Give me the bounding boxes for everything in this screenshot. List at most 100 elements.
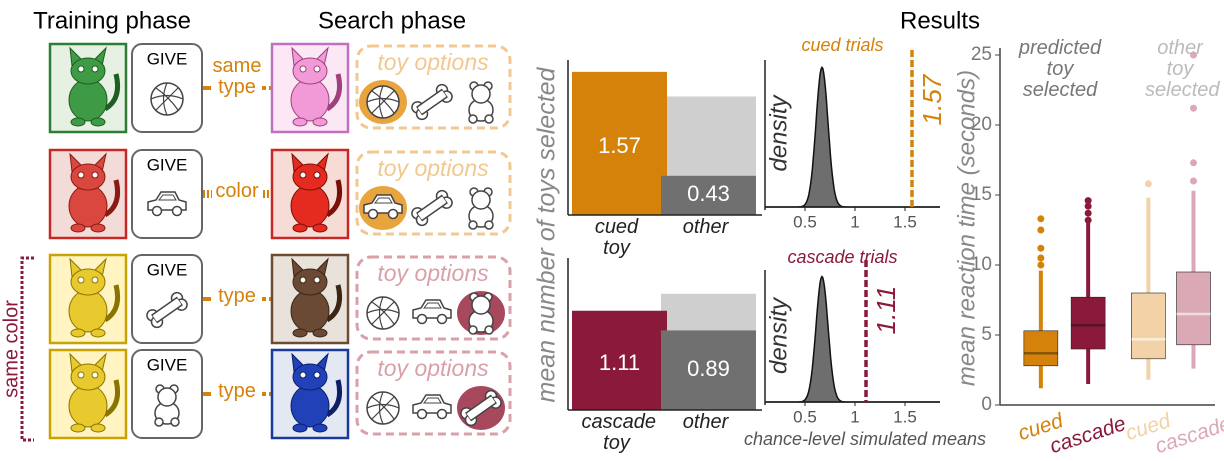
x-tick-label-box: cued toy	[595, 217, 638, 259]
character-tail	[325, 179, 343, 218]
toy-car	[363, 194, 403, 220]
x-tick-label: other	[682, 217, 729, 238]
x-tick-label: 1	[850, 212, 859, 231]
x-axis-label: chance-level simulated means	[744, 429, 986, 449]
ball-seam	[371, 90, 395, 114]
character-body	[68, 184, 108, 228]
character-tail	[103, 379, 121, 418]
x-tick-label: 1	[850, 407, 859, 426]
outlier	[1190, 177, 1197, 185]
character-foot	[70, 117, 86, 127]
annotation: predicted toy selected	[1018, 38, 1102, 101]
character-head	[70, 363, 106, 391]
ball-seam	[378, 296, 384, 330]
options-label: toy options	[377, 49, 489, 75]
bone	[460, 389, 502, 427]
bar-value-label: 0.89	[687, 356, 730, 381]
character-foot	[292, 223, 308, 233]
bone	[411, 189, 453, 227]
toy-car	[412, 394, 452, 420]
bone	[146, 291, 188, 329]
options-label: toy options	[377, 355, 489, 381]
x-tick-label-box: other	[683, 412, 729, 433]
toy-car	[147, 191, 187, 217]
car-wheel	[416, 313, 428, 325]
y-tick-label: 15	[971, 184, 992, 205]
bone-cover	[439, 90, 447, 99]
character-eye	[313, 276, 321, 284]
x-tick-label-box: cascade toy	[582, 412, 657, 454]
character-head	[292, 57, 328, 85]
toy-bone	[411, 189, 453, 227]
box	[1070, 296, 1106, 350]
y-tick-label: 20	[971, 114, 992, 135]
character-foot	[70, 328, 86, 338]
character-head	[292, 163, 328, 191]
character	[290, 352, 343, 433]
character-eye	[299, 171, 307, 179]
density-title: cascade trials	[787, 247, 897, 267]
outlier	[1144, 180, 1152, 188]
link-label: type	[212, 381, 262, 402]
bear-foot	[154, 417, 164, 427]
link-label: same type	[212, 56, 262, 98]
car-wheel	[151, 205, 163, 217]
outlier	[1084, 216, 1092, 224]
character-body	[68, 384, 108, 428]
character-head	[292, 268, 328, 296]
ball-seam	[155, 87, 179, 111]
bar	[661, 175, 756, 215]
character	[290, 46, 343, 127]
car-window	[157, 194, 177, 201]
car-body	[412, 299, 452, 319]
ball-seam	[378, 85, 384, 119]
ball-seam	[366, 97, 400, 103]
character-eye	[91, 171, 99, 179]
car-wheel	[387, 208, 399, 220]
outlier	[1037, 244, 1045, 252]
bar-value-label: 1.57	[598, 133, 641, 158]
ball-seam	[371, 396, 395, 420]
car-window	[422, 397, 442, 404]
character-body	[68, 78, 108, 122]
character	[290, 257, 343, 338]
outlier	[1037, 215, 1045, 223]
x-tick-label: 1.5	[893, 212, 917, 231]
character-foot	[90, 223, 106, 233]
character-foot	[90, 117, 106, 127]
same-color-bracket	[20, 256, 34, 442]
car-wheel	[436, 408, 448, 420]
bone-cover	[488, 396, 496, 405]
bone-cover	[174, 298, 182, 307]
character-foot	[70, 223, 86, 233]
x-tick-label: 1.5	[893, 407, 917, 426]
outlier	[1084, 197, 1092, 205]
toy-bone	[411, 83, 453, 121]
bear-head	[471, 190, 491, 210]
car-wheel	[436, 313, 448, 325]
character-body	[290, 184, 330, 228]
y-axis-label: mean number of toys selected	[533, 66, 561, 402]
search-title: Search phase	[318, 7, 466, 34]
character-eye	[313, 371, 321, 379]
link-label: type	[212, 286, 262, 307]
same-color-label: same color	[0, 300, 22, 398]
outlier	[1190, 51, 1197, 59]
character	[68, 352, 121, 433]
character-foot	[292, 328, 308, 338]
bone-cover	[439, 196, 447, 205]
box	[1176, 271, 1211, 346]
ball-seam	[150, 94, 184, 100]
character-tail	[325, 379, 343, 418]
character-eye	[77, 371, 85, 379]
character-tail	[103, 284, 121, 323]
bar-value-label: 0.43	[687, 181, 730, 206]
bear-foot	[468, 114, 478, 124]
options-box	[355, 150, 512, 236]
give-label: GIVE	[147, 49, 188, 68]
options-box	[355, 44, 512, 130]
character-tail	[325, 73, 343, 112]
bear-head	[471, 84, 491, 104]
character-eye	[91, 371, 99, 379]
